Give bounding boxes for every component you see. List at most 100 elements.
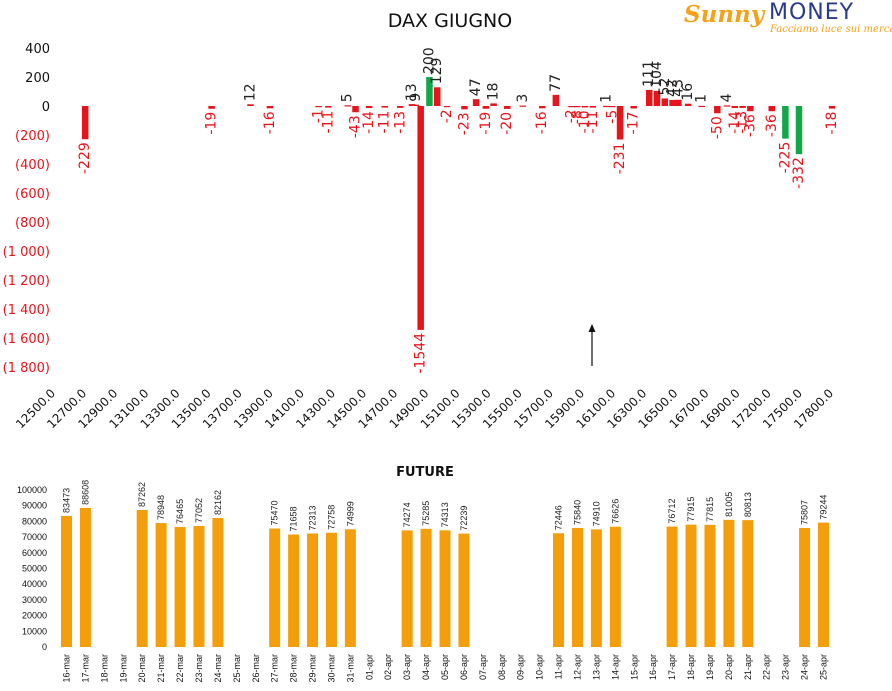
bar: [539, 106, 546, 109]
data-label: 13: [404, 83, 420, 101]
x-tick-label: 03-apr: [402, 654, 412, 680]
data-label: 42: [665, 79, 681, 97]
x-tick-label: 20-mar: [137, 654, 147, 683]
bar: [685, 524, 697, 647]
data-label: -225: [777, 142, 793, 174]
bar: [61, 515, 72, 647]
bar: [79, 507, 91, 647]
bar: [603, 105, 610, 108]
bar: [307, 533, 319, 647]
bar: [458, 533, 470, 647]
bar: [742, 520, 754, 647]
bar: [799, 527, 811, 647]
bar: [208, 106, 215, 109]
bar: [666, 526, 678, 647]
y-tick-label: 100000: [17, 485, 47, 495]
data-label: 72239: [459, 506, 469, 531]
data-label: -16: [534, 111, 550, 134]
bar: [397, 106, 404, 108]
data-label: 80813: [743, 492, 753, 517]
bar: [81, 106, 89, 140]
bar: [581, 106, 589, 108]
y-tick-label: 50000: [22, 564, 47, 574]
logo-money-text: MONEY: [769, 0, 855, 25]
bar: [684, 103, 692, 106]
data-label: 18: [486, 83, 502, 101]
bar: [661, 98, 669, 106]
bar: [433, 87, 441, 106]
bar: [795, 106, 803, 155]
x-tick-label: 23-apr: [781, 654, 791, 680]
x-tick-label: 25-apr: [819, 654, 829, 680]
y-tick-label: (1 200): [3, 274, 50, 289]
bar: [472, 99, 480, 106]
data-label: 75840: [572, 500, 582, 525]
data-label: 72758: [326, 505, 336, 530]
data-label: 75807: [800, 500, 810, 525]
data-label: -13: [392, 111, 408, 134]
bar: [412, 104, 420, 106]
data-label: 12: [243, 83, 259, 101]
x-tick-label: 18-apr: [686, 654, 696, 680]
bar: [571, 527, 583, 647]
y-tick-label: 0: [42, 642, 47, 652]
data-label: 75470: [270, 500, 280, 525]
data-label: -13: [735, 111, 751, 134]
bar: [344, 529, 356, 647]
bar: [568, 106, 575, 108]
data-label: -2: [439, 109, 455, 123]
data-label: -14: [727, 111, 743, 134]
bar: [645, 89, 653, 106]
bar: [552, 94, 560, 106]
data-label: 77052: [194, 498, 204, 523]
bar: [698, 105, 705, 108]
bar: [782, 106, 789, 139]
data-label: -43: [348, 115, 364, 138]
x-tick-label: 17-apr: [667, 654, 677, 680]
bar: [247, 104, 254, 106]
x-tick-label: 08-apr: [497, 654, 507, 680]
data-label: -20: [499, 112, 515, 135]
y-tick-label: 40000: [22, 579, 47, 589]
data-label: -5: [604, 110, 620, 124]
bar: [352, 106, 359, 113]
x-tick-label: 16-apr: [648, 654, 658, 680]
y-tick-label: (1 000): [3, 245, 50, 260]
x-tick-label: 22-mar: [175, 654, 185, 683]
bar: [439, 530, 451, 647]
data-label: 77: [548, 74, 564, 92]
data-label: 72446: [554, 505, 564, 530]
data-label: 83473: [62, 488, 72, 513]
x-tick-label: 13-apr: [591, 654, 601, 680]
data-label: 16: [680, 83, 696, 101]
bar: [174, 526, 186, 647]
bar: [408, 104, 416, 106]
y-tick-label: 90000: [22, 501, 47, 511]
bar: [768, 106, 776, 112]
x-tick-label: 05-apr: [440, 654, 450, 680]
y-tick-label: 200: [25, 71, 50, 86]
y-tick-label: (1 400): [3, 303, 50, 318]
data-label: -50: [709, 116, 725, 139]
x-tick-label: 26-mar: [251, 654, 261, 683]
x-tick-label: 19-mar: [118, 654, 128, 683]
annotation-arrow-head: [588, 324, 596, 332]
bar: [490, 103, 497, 106]
x-tick-label: 16-mar: [62, 654, 72, 683]
data-label: 88608: [80, 480, 90, 505]
x-tick-label: 19-apr: [705, 654, 715, 680]
bar: [288, 534, 300, 647]
bar: [653, 90, 661, 106]
data-label: -11: [320, 111, 336, 134]
x-tick-label: 20-apr: [724, 654, 734, 680]
x-tick-label: 27-mar: [270, 654, 280, 683]
sunny-money-logo: Sunny MONEY Facciamo luce sui mercati: [684, 0, 892, 38]
data-label: 200: [421, 47, 437, 74]
y-tick-label: (600): [15, 187, 50, 202]
x-tick-label: 30-mar: [326, 654, 336, 683]
bar: [675, 99, 682, 106]
y-tick-label: 0: [42, 100, 50, 115]
chart-title-dax: DAX GIUGNO: [387, 10, 513, 32]
